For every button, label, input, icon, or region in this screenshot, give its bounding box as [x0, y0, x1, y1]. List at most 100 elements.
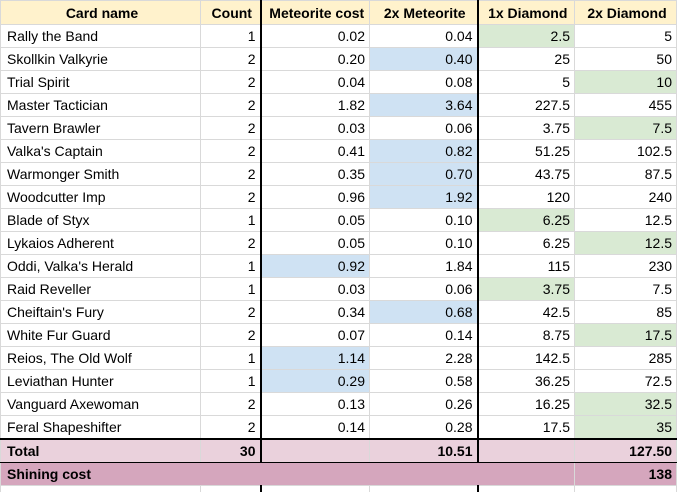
card-name-cell[interactable]: Leviathan Hunter — [0, 369, 201, 393]
meteorite-cost-cell[interactable]: 0.04 — [259, 70, 370, 94]
diamond-1x-cell[interactable]: 42.5 — [476, 300, 575, 324]
count-cell[interactable]: 2 — [200, 415, 261, 440]
diamond-1x-cell[interactable]: 3.75 — [476, 277, 575, 301]
count-cell[interactable]: 2 — [200, 70, 261, 94]
count-cell[interactable]: 2 — [200, 47, 261, 71]
header-card-name[interactable]: Card name — [0, 0, 201, 25]
count-cell[interactable]: 1 — [200, 254, 261, 278]
diamond-1x-cell[interactable]: 115 — [476, 254, 575, 278]
meteorite-2x-cell[interactable]: 0.82 — [369, 139, 478, 163]
card-name-cell[interactable]: Tavern Brawler — [0, 116, 201, 140]
card-name-cell[interactable]: Feral Shapeshifter — [0, 415, 201, 440]
diamond-2x-cell[interactable]: 5 — [574, 24, 677, 48]
empty-cell[interactable] — [476, 485, 575, 492]
count-cell[interactable]: 2 — [200, 139, 261, 163]
shining-cost-label[interactable]: Shining cost — [0, 462, 575, 486]
meteorite-2x-cell[interactable]: 0.14 — [369, 323, 478, 347]
meteorite-cost-cell[interactable]: 0.13 — [259, 392, 370, 416]
meteorite-cost-cell[interactable]: 1.14 — [259, 346, 370, 370]
diamond-2x-cell[interactable]: 455 — [574, 93, 677, 117]
meteorite-cost-cell[interactable]: 0.03 — [259, 116, 370, 140]
card-name-cell[interactable]: Lykaios Adherent — [0, 231, 201, 255]
empty-cell[interactable] — [574, 485, 677, 492]
diamond-2x-cell[interactable]: 17.5 — [574, 323, 677, 347]
meteorite-cost-cell[interactable]: 0.35 — [259, 162, 370, 186]
diamond-1x-cell[interactable]: 6.25 — [476, 231, 575, 255]
diamond-1x-cell[interactable]: 3.75 — [476, 116, 575, 140]
meteorite-2x-cell[interactable]: 0.10 — [369, 208, 478, 232]
diamond-1x-cell[interactable]: 2.5 — [476, 24, 575, 48]
count-cell[interactable]: 2 — [200, 185, 261, 209]
card-name-cell[interactable]: White Fur Guard — [0, 323, 201, 347]
card-name-cell[interactable]: Rally the Band — [0, 24, 201, 48]
meteorite-2x-cell[interactable]: 0.26 — [369, 392, 478, 416]
total-label[interactable]: Total — [0, 438, 201, 463]
diamond-2x-cell[interactable]: 72.5 — [574, 369, 677, 393]
diamond-2x-cell[interactable]: 7.5 — [574, 277, 677, 301]
header-1x-diamond[interactable]: 1x Diamond — [476, 0, 575, 25]
diamond-1x-cell[interactable]: 43.75 — [476, 162, 575, 186]
meteorite-cost-cell[interactable]: 0.20 — [259, 47, 370, 71]
total-diamond-2x[interactable]: 127.50 — [574, 438, 677, 463]
diamond-1x-cell[interactable]: 6.25 — [476, 208, 575, 232]
meteorite-2x-cell[interactable]: 0.68 — [369, 300, 478, 324]
meteorite-cost-cell[interactable]: 0.29 — [259, 369, 370, 393]
empty-cell[interactable] — [259, 485, 370, 492]
diamond-2x-cell[interactable]: 285 — [574, 346, 677, 370]
diamond-1x-cell[interactable]: 142.5 — [476, 346, 575, 370]
count-cell[interactable]: 2 — [200, 116, 261, 140]
meteorite-2x-cell[interactable]: 0.06 — [369, 116, 478, 140]
card-name-cell[interactable]: Blade of Styx — [0, 208, 201, 232]
meteorite-cost-cell[interactable]: 1.82 — [259, 93, 370, 117]
total-count[interactable]: 30 — [200, 438, 261, 463]
diamond-1x-cell[interactable]: 16.25 — [476, 392, 575, 416]
diamond-2x-cell[interactable]: 35 — [574, 415, 677, 440]
count-cell[interactable]: 1 — [200, 24, 261, 48]
diamond-1x-cell[interactable]: 25 — [476, 47, 575, 71]
meteorite-cost-cell[interactable]: 0.34 — [259, 300, 370, 324]
card-name-cell[interactable]: Master Tactician — [0, 93, 201, 117]
meteorite-2x-cell[interactable]: 1.92 — [369, 185, 478, 209]
diamond-1x-cell[interactable]: 51.25 — [476, 139, 575, 163]
meteorite-cost-cell[interactable]: 0.07 — [259, 323, 370, 347]
card-name-cell[interactable]: Trial Spirit — [0, 70, 201, 94]
total-meteorite-2x[interactable]: 10.51 — [369, 438, 478, 463]
count-cell[interactable]: 1 — [200, 208, 261, 232]
diamond-2x-cell[interactable]: 50 — [574, 47, 677, 71]
total-meteorite-empty[interactable] — [259, 438, 370, 463]
diamond-2x-cell[interactable]: 240 — [574, 185, 677, 209]
card-name-cell[interactable]: Cheiftain's Fury — [0, 300, 201, 324]
diamond-1x-cell[interactable]: 120 — [476, 185, 575, 209]
diamond-2x-cell[interactable]: 102.5 — [574, 139, 677, 163]
header-2x-diamond[interactable]: 2x Diamond — [574, 0, 677, 25]
count-cell[interactable]: 2 — [200, 162, 261, 186]
count-cell[interactable]: 2 — [200, 392, 261, 416]
card-name-cell[interactable]: Woodcutter Imp — [0, 185, 201, 209]
meteorite-cost-cell[interactable]: 0.92 — [259, 254, 370, 278]
count-cell[interactable]: 2 — [200, 231, 261, 255]
count-cell[interactable]: 2 — [200, 323, 261, 347]
diamond-1x-cell[interactable]: 227.5 — [476, 93, 575, 117]
card-name-cell[interactable]: Oddi, Valka's Herald — [0, 254, 201, 278]
diamond-1x-cell[interactable]: 36.25 — [476, 369, 575, 393]
meteorite-cost-cell[interactable]: 0.02 — [259, 24, 370, 48]
diamond-1x-cell[interactable]: 17.5 — [476, 415, 575, 440]
diamond-2x-cell[interactable]: 7.5 — [574, 116, 677, 140]
meteorite-cost-cell[interactable]: 0.96 — [259, 185, 370, 209]
meteorite-2x-cell[interactable]: 0.08 — [369, 70, 478, 94]
meteorite-cost-cell[interactable]: 0.14 — [259, 415, 370, 440]
diamond-2x-cell[interactable]: 85 — [574, 300, 677, 324]
meteorite-2x-cell[interactable]: 0.70 — [369, 162, 478, 186]
count-cell[interactable]: 1 — [200, 346, 261, 370]
meteorite-2x-cell[interactable]: 0.28 — [369, 415, 478, 440]
meteorite-2x-cell[interactable]: 1.84 — [369, 254, 478, 278]
card-name-cell[interactable]: Raid Reveller — [0, 277, 201, 301]
meteorite-cost-cell[interactable]: 0.05 — [259, 231, 370, 255]
meteorite-cost-cell[interactable]: 0.05 — [259, 208, 370, 232]
card-name-cell[interactable]: Valka's Captain — [0, 139, 201, 163]
meteorite-cost-cell[interactable]: 0.03 — [259, 277, 370, 301]
diamond-2x-cell[interactable]: 230 — [574, 254, 677, 278]
header-meteorite-cost[interactable]: Meteorite cost — [259, 0, 370, 25]
card-name-cell[interactable]: Warmonger Smith — [0, 162, 201, 186]
meteorite-2x-cell[interactable]: 0.58 — [369, 369, 478, 393]
